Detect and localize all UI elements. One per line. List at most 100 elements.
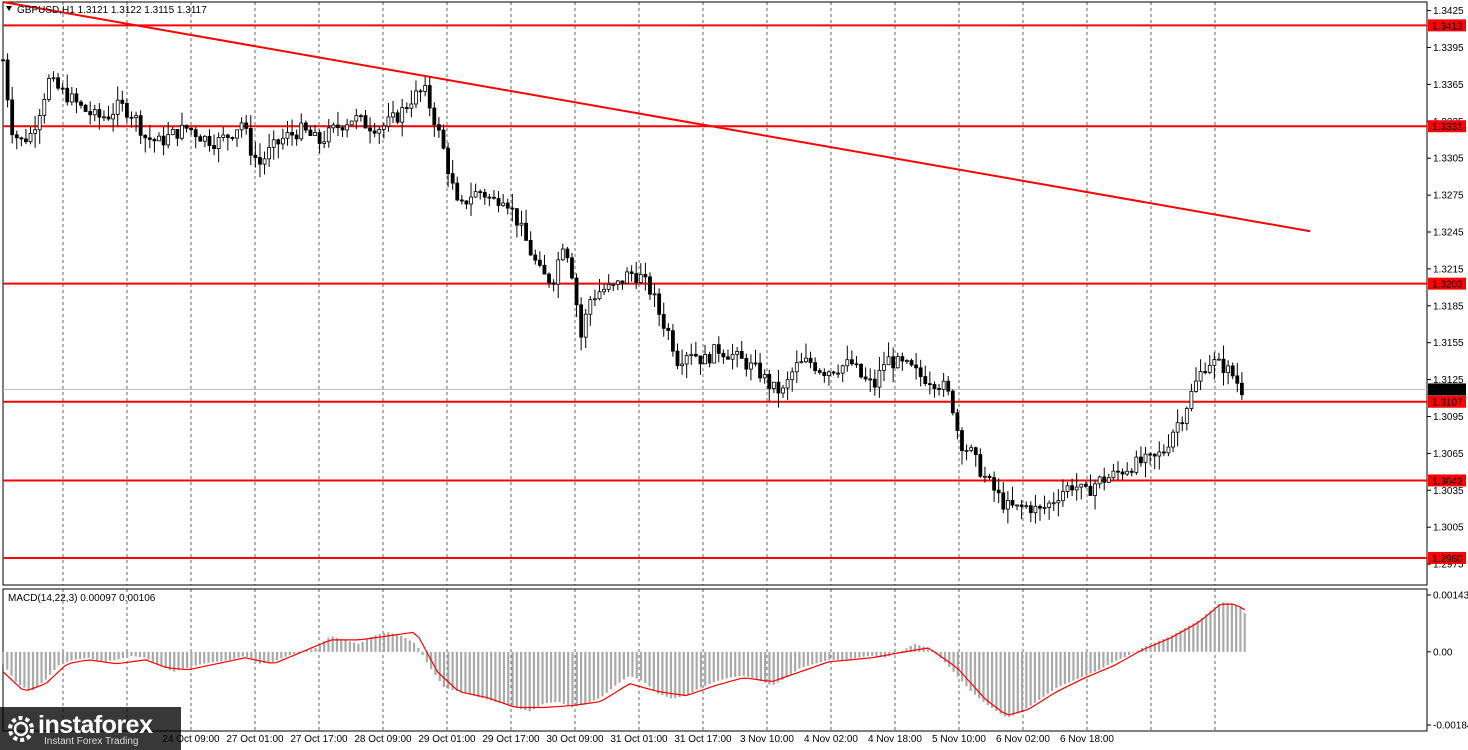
- candle-body: [588, 299, 593, 315]
- candle-body: [24, 138, 28, 143]
- candle-body: [1005, 500, 1010, 510]
- candle-body: [1097, 476, 1102, 485]
- x-tick-label: 31 Oct 01:00: [610, 734, 668, 745]
- candle-body: [950, 390, 955, 414]
- candle-body: [404, 107, 409, 109]
- candle-body: [1051, 502, 1056, 505]
- candle-body: [739, 351, 744, 359]
- candle-body: [689, 353, 694, 356]
- candle-body: [749, 362, 753, 370]
- candle-body: [60, 87, 65, 90]
- x-tick-label: 30 Oct 09:00: [546, 734, 604, 745]
- candle-body: [611, 283, 616, 286]
- dropdown-triangle-icon[interactable]: [6, 6, 12, 11]
- candle-body: [1230, 365, 1235, 377]
- candle-body: [794, 362, 799, 373]
- candle-body: [781, 387, 785, 394]
- candle-body: [845, 359, 850, 367]
- candle-body: [354, 115, 359, 122]
- candle-body: [129, 116, 134, 119]
- candle-body: [33, 129, 38, 134]
- x-tick-label: 4 Nov 02:00: [804, 734, 858, 745]
- candle-body: [606, 283, 611, 290]
- candle-body: [331, 124, 336, 129]
- y-tick-label: 1.3425: [1433, 6, 1464, 17]
- candle-body: [698, 355, 703, 365]
- candle-body: [175, 128, 180, 139]
- candle-body: [450, 173, 455, 184]
- candle-body: [432, 107, 437, 126]
- candle-body: [1116, 470, 1120, 473]
- candle-body: [785, 379, 790, 389]
- x-tick-label: 27 Oct 01:00: [226, 734, 284, 745]
- macd-header: MACD(14,22,3) 0.00097 0.00106: [8, 593, 156, 604]
- candle-body: [1, 59, 5, 62]
- candle-body: [37, 115, 42, 131]
- candle-body: [625, 271, 629, 284]
- candle-body: [1166, 446, 1171, 454]
- candle-body: [1148, 453, 1153, 456]
- candle-body: [996, 489, 1001, 494]
- candle-body: [207, 135, 212, 146]
- candle-body: [469, 196, 473, 205]
- candle-body: [134, 115, 138, 119]
- candle-body: [1139, 456, 1143, 464]
- candle-body: [423, 85, 428, 92]
- candle-body: [216, 137, 221, 149]
- y-tick-label: 1.3365: [1433, 80, 1464, 91]
- candle-body: [524, 222, 528, 241]
- candle-body: [528, 239, 533, 256]
- candle-body: [703, 354, 707, 365]
- candle-body: [258, 157, 262, 165]
- candle-body: [184, 124, 189, 129]
- candle-body: [1180, 422, 1185, 425]
- candle-body: [239, 122, 244, 131]
- candle-body: [629, 271, 634, 274]
- watermark-brand: instaforex: [38, 711, 153, 739]
- candle-body: [909, 360, 914, 366]
- candle-body: [900, 356, 905, 362]
- candle-body: [271, 139, 276, 148]
- candle-body: [1175, 422, 1180, 433]
- x-tick-label: 24 Oct 09:00: [162, 734, 220, 745]
- candle-body: [363, 115, 368, 129]
- candle-body: [464, 200, 469, 205]
- candle-body: [671, 330, 675, 352]
- candle-body: [244, 122, 249, 129]
- candle-body: [859, 363, 863, 378]
- macd-signal-line: [2, 603, 1245, 716]
- candle-body: [1221, 358, 1226, 374]
- candle-body: [478, 191, 483, 194]
- candle-body: [395, 112, 400, 123]
- candle-body: [1235, 375, 1240, 384]
- candle-body: [519, 222, 524, 226]
- candle-body: [1125, 470, 1130, 475]
- candle-body: [336, 124, 340, 129]
- x-tick-label: 31 Oct 17:00: [674, 734, 732, 745]
- candle-body: [978, 454, 983, 477]
- candle-body: [964, 449, 969, 452]
- candle-body: [221, 134, 226, 138]
- candle-body: [1074, 486, 1079, 491]
- candle-body: [643, 274, 648, 278]
- candle-body: [574, 277, 579, 306]
- candle-body: [5, 59, 10, 101]
- y-tick-label: 1.3005: [1433, 523, 1464, 534]
- level-label-bg: [1428, 395, 1466, 408]
- candle-body: [501, 202, 506, 206]
- candle-body: [758, 362, 762, 379]
- candle-body: [570, 257, 574, 279]
- candle-body: [1189, 391, 1194, 409]
- candle-body: [827, 371, 831, 377]
- candle-body: [253, 154, 258, 158]
- candle-body: [65, 87, 70, 103]
- trend-line: [2, 1, 1311, 233]
- candle-body: [895, 356, 900, 369]
- candle-body: [368, 127, 372, 132]
- watermark-tagline: Instant Forex Trading: [44, 736, 139, 747]
- candle-body: [409, 103, 414, 109]
- candle-body: [877, 369, 882, 388]
- level-label-bg: [1428, 277, 1466, 290]
- y-tick-label: 1.3065: [1433, 449, 1464, 460]
- candle-body: [235, 129, 239, 139]
